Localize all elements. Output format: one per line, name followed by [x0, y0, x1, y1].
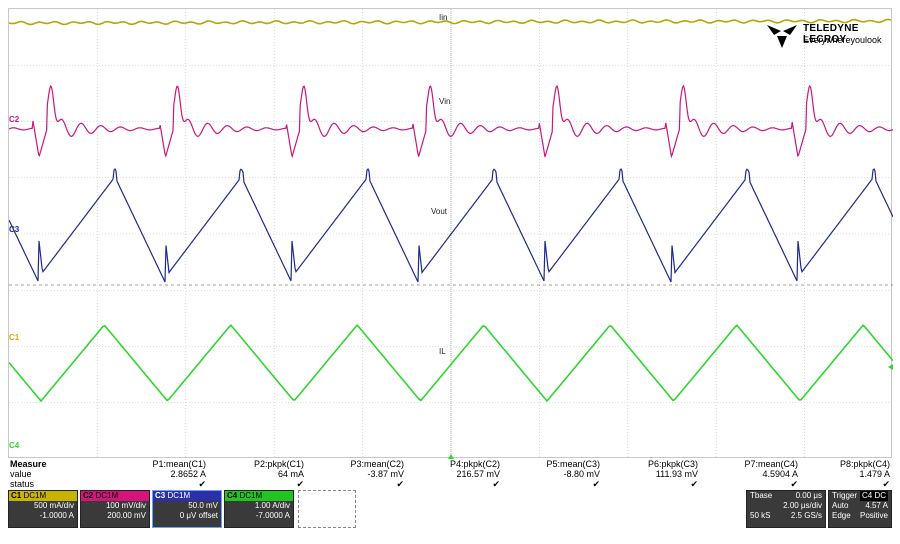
measure-status-p1: ✔	[198, 479, 206, 489]
measure-status-p3: ✔	[396, 479, 404, 489]
timebase-delay: 0.00 μs	[795, 491, 822, 500]
channel-box-c2[interactable]: C2 DC1M 100 mV/div 200.00 mV	[80, 490, 150, 528]
measure-status-p6: ✔	[690, 479, 698, 489]
measure-name-p7[interactable]: P7:mean(C4)	[744, 459, 798, 469]
c2-offset: 200.00 mV	[107, 511, 146, 520]
measure-status-label: status	[10, 479, 35, 489]
c1-vdiv: 500 mA/div	[33, 501, 74, 510]
measure-status-p4: ✔	[492, 479, 500, 489]
c4-level-marker[interactable]: C4	[9, 441, 20, 450]
measure-value-p4: 216.57 mV	[456, 469, 500, 479]
measure-name-p2[interactable]: P2:pkpk(C1)	[253, 459, 304, 469]
trigger-type: Edge	[832, 511, 851, 520]
measure-title: Measure	[10, 459, 47, 469]
trigger-time-marker	[448, 454, 454, 459]
c1-level-marker[interactable]: C1	[9, 333, 20, 342]
channel-box-c3[interactable]: C3 DC1M 50.0 mV 0 μV offset	[152, 490, 222, 528]
trace-label-iin: Iin	[439, 13, 448, 22]
c3-offset: 0 μV offset	[179, 511, 218, 520]
c3-vdiv: 50.0 mV	[188, 501, 218, 510]
measure-value-label: value	[10, 469, 32, 479]
waveform-display[interactable]: Iin Vin Vout IL C2 C3 C1 C4 TELEDYNE LEC…	[8, 8, 893, 459]
channel-box-c1[interactable]: C1 DC1M 500 mA/div -1.0000 A	[8, 490, 78, 528]
c2-vdiv: 100 mV/div	[105, 501, 146, 510]
trigger-slope: Positive	[859, 511, 888, 520]
trigger-title: Trigger	[832, 491, 858, 500]
trace-iin	[9, 18, 892, 26]
c3-coupling: DC1M	[167, 491, 191, 500]
measure-name-p1[interactable]: P1:mean(C1)	[152, 459, 206, 469]
measure-name-p6[interactable]: P6:pkpk(C3)	[647, 459, 698, 469]
logo-tagline: Everywhereyoulook	[803, 35, 882, 45]
trigger-level: 4.57 A	[865, 501, 888, 510]
measure-value-row: value 2.8652 A 64 mA -3.87 mV 216.57 mV -8.8…	[8, 469, 892, 479]
timebase-rate: 2.5 GS/s	[790, 511, 822, 520]
measure-header-row: Measure P1:mean(C1) P2:pkpk(C1) P3:mean(C2…	[8, 459, 892, 469]
measure-status-p8: ✔	[882, 479, 890, 489]
c4-id: C4	[227, 491, 238, 500]
c1-id: C1	[11, 491, 22, 500]
measure-value-p8: 1.479 A	[859, 469, 890, 479]
measure-value-p7: 4.5904 A	[762, 469, 798, 479]
channel-descriptor-panel: C1 DC1M 500 mA/div -1.0000 A C2 DC1M 100…	[8, 490, 892, 530]
measure-name-p5[interactable]: P5:mean(C3)	[546, 459, 600, 469]
trace-il	[9, 324, 893, 403]
logo-brand: TELEDYNE LECROY	[803, 23, 859, 45]
measure-status-p7: ✔	[790, 479, 798, 489]
measure-name-p4[interactable]: P4:pkpk(C2)	[449, 459, 500, 469]
measure-value-p2: 64 mA	[277, 469, 304, 479]
trigger-level-marker	[888, 364, 893, 370]
c3-level-marker[interactable]: C3	[9, 225, 20, 234]
measure-status-row: status ✔ ✔ ✔ ✔ ✔ ✔ ✔ ✔	[8, 479, 892, 489]
trigger-channel: C4 DC	[859, 491, 888, 501]
measure-value-p5: -8.80 mV	[563, 469, 600, 479]
lecroy-logo-icon	[767, 25, 797, 48]
measure-status-p5: ✔	[592, 479, 600, 489]
c1-offset: -1.0000 A	[39, 511, 74, 520]
trace-label-vout: Vout	[431, 207, 448, 216]
c4-vdiv: 1.00 A/div	[254, 501, 290, 510]
trace-vout	[9, 167, 893, 283]
measure-name-p8[interactable]: P8:pkpk(C4)	[839, 459, 890, 469]
timebase-samples: 50 kS	[750, 511, 771, 520]
teledyne-lecroy-logo: TELEDYNE LECROY Everywhereyoulook	[765, 21, 897, 51]
c1-coupling: DC1M	[23, 491, 47, 500]
channel-box-c4[interactable]: C4 DC1M 1.00 A/div -7.0000 A	[224, 490, 294, 528]
c4-offset: -7.0000 A	[255, 511, 290, 520]
measure-table: Measure P1:mean(C1) P2:pkpk(C1) P3:mean(C2…	[8, 459, 892, 489]
c2-id: C2	[83, 491, 94, 500]
c2-level-marker[interactable]: C2	[9, 115, 20, 124]
trigger-mode: Auto	[832, 501, 849, 510]
timebase-title: Tbase	[750, 491, 773, 500]
empty-descriptor-slot[interactable]	[298, 490, 356, 528]
trace-vin	[9, 84, 893, 159]
measure-name-p3[interactable]: P3:mean(C2)	[350, 459, 404, 469]
trace-label-il: IL	[439, 347, 446, 356]
c2-coupling: DC1M	[95, 491, 119, 500]
measure-value-p3: -3.87 mV	[367, 469, 404, 479]
trigger-box[interactable]: Trigger C4 DC Auto 4.57 A Edge Positive	[828, 490, 892, 528]
measure-value-p6: 111.93 mV	[655, 469, 698, 479]
measure-status-p2: ✔	[296, 479, 304, 489]
timebase-box[interactable]: Tbase 0.00 μs 2.00 μs/div 50 kS 2.5 GS/s	[746, 490, 826, 528]
timebase-tdiv: 2.00 μs/div	[783, 501, 822, 510]
measure-value-p1: 2.8652 A	[170, 469, 206, 479]
c4-coupling: DC1M	[239, 491, 263, 500]
c3-id: C3	[155, 491, 166, 500]
trace-label-vin: Vin	[439, 97, 451, 106]
waveform-grid	[9, 9, 893, 459]
